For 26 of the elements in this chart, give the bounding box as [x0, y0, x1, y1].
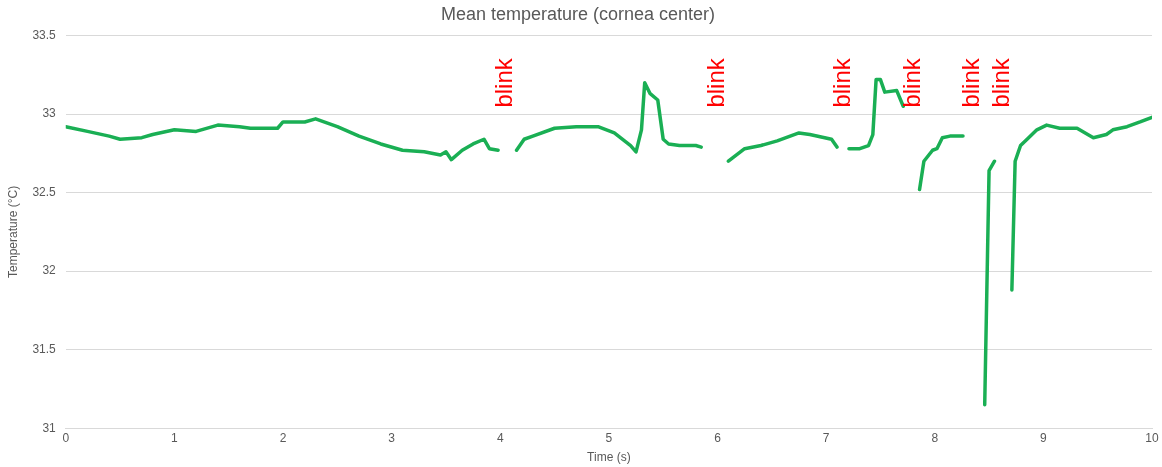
y-tick-label: 31.5 [32, 341, 57, 356]
x-tick-label: 8 [931, 430, 939, 445]
annotation: blink [897, 57, 925, 108]
x-tick-label: 6 [714, 430, 722, 445]
annotation: blink [986, 57, 1014, 108]
x-tick-label: 2 [279, 430, 287, 445]
annotation: blink [828, 57, 856, 108]
x-tick-label: 0 [62, 430, 70, 445]
y-tick-label: 33 [42, 106, 57, 121]
x-tick-label: 10 [1145, 430, 1159, 445]
annotation: blink [702, 57, 730, 108]
y-axis-title: Temperature (°C) [5, 185, 20, 278]
y-tick-label: 32 [42, 263, 57, 278]
x-tick-label: 7 [822, 430, 830, 445]
x-axis-title: Time (s) [587, 450, 631, 465]
x-tick-label: 1 [171, 430, 179, 445]
annotation: blink [957, 57, 985, 108]
y-tick-label: 31 [42, 420, 57, 435]
x-tick-label: 4 [496, 430, 504, 445]
chart-title: Mean temperature (cornea center) [440, 3, 716, 24]
y-tick-label: 33.5 [32, 27, 57, 42]
annotation: blink [490, 57, 518, 108]
x-tick-label: 9 [1040, 430, 1048, 445]
y-tick-label: 32.5 [32, 184, 57, 199]
x-tick-label: 5 [605, 430, 613, 445]
x-tick-label: 3 [388, 430, 396, 445]
